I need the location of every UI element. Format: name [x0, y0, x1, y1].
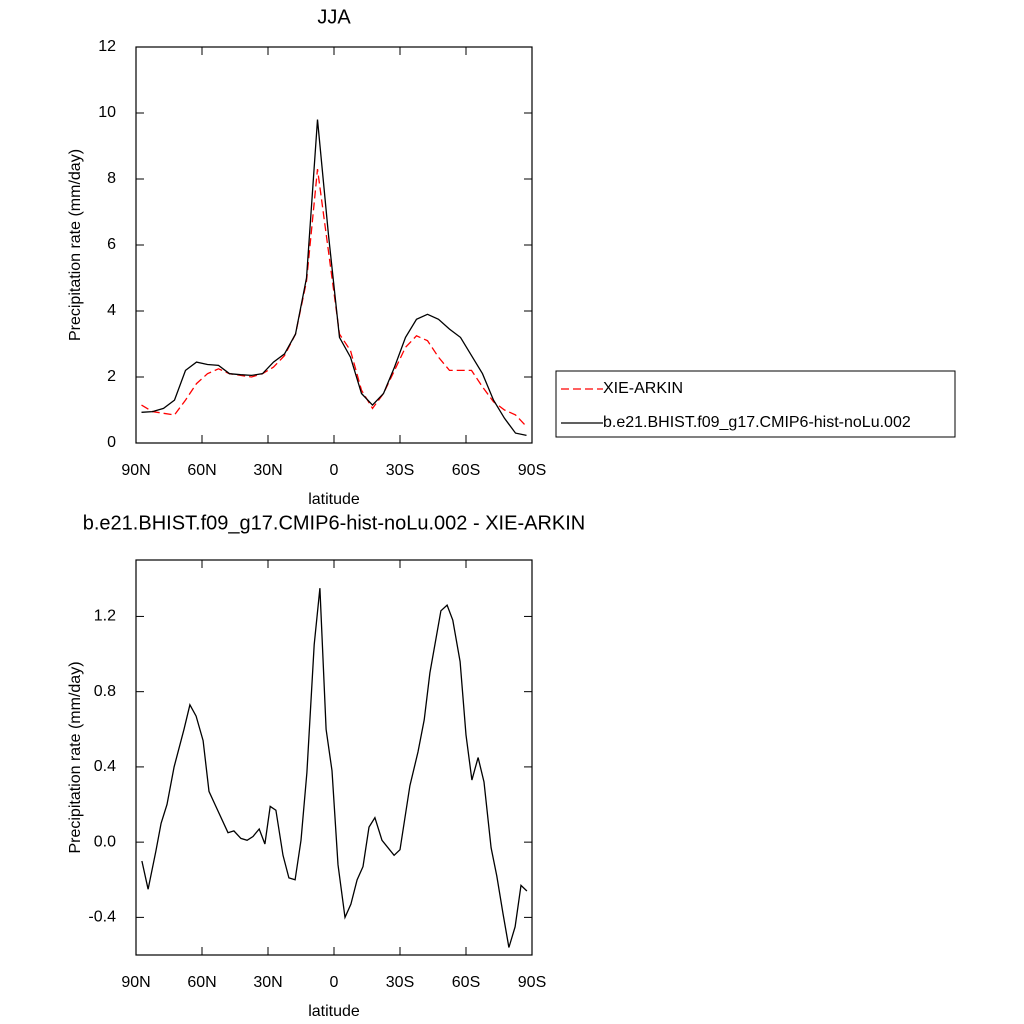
y-axis-label: Precipitation rate (mm/day): [67, 661, 84, 853]
x-tick-label: 90S: [518, 974, 546, 991]
legend-label: b.e21.BHIST.f09_g17.CMIP6-hist-noLu.002: [603, 414, 911, 431]
plot-frame: [135, 559, 533, 956]
x-tick-label: 30S: [386, 462, 414, 479]
legend-label: XIE-ARKIN: [603, 380, 683, 397]
y-tick-label: 8: [107, 170, 116, 187]
data-line: [141, 169, 527, 427]
x-axis-label: latitude: [308, 1003, 360, 1020]
x-tick-label: 30N: [253, 974, 282, 991]
x-tick-label: 90N: [121, 462, 150, 479]
plot-frame: [135, 46, 533, 444]
y-tick-label: 10: [98, 104, 116, 121]
chart-title: b.e21.BHIST.f09_g17.CMIP6-hist-noLu.002 …: [83, 512, 585, 534]
y-tick-label: 12: [98, 38, 116, 55]
x-tick-label: 90S: [518, 462, 546, 479]
y-tick-label: -0.4: [88, 909, 116, 926]
y-tick-label: 0.0: [94, 833, 116, 850]
x-tick-label: 90N: [121, 974, 150, 991]
x-tick-label: 0: [330, 462, 339, 479]
y-tick-label: 0: [107, 434, 116, 451]
y-tick-label: 0.8: [94, 683, 116, 700]
legend-box: [555, 370, 956, 438]
y-tick-label: 0.4: [94, 758, 116, 775]
y-axis-label: Precipitation rate (mm/day): [67, 149, 84, 341]
data-line: [141, 119, 527, 437]
chart-title: JJA: [317, 6, 351, 28]
x-axis-label: latitude: [308, 491, 360, 508]
y-tick-label: 2: [107, 368, 116, 385]
x-tick-label: 60N: [187, 462, 216, 479]
x-tick-label: 60S: [452, 974, 480, 991]
x-tick-label: 30S: [386, 974, 414, 991]
y-tick-label: 6: [107, 236, 116, 253]
y-tick-label: 4: [107, 302, 116, 319]
x-tick-label: 0: [330, 974, 339, 991]
x-tick-label: 30N: [253, 462, 282, 479]
x-tick-label: 60S: [452, 462, 480, 479]
data-line: [141, 588, 528, 948]
x-tick-label: 60N: [187, 974, 216, 991]
y-tick-label: 1.2: [94, 608, 116, 625]
